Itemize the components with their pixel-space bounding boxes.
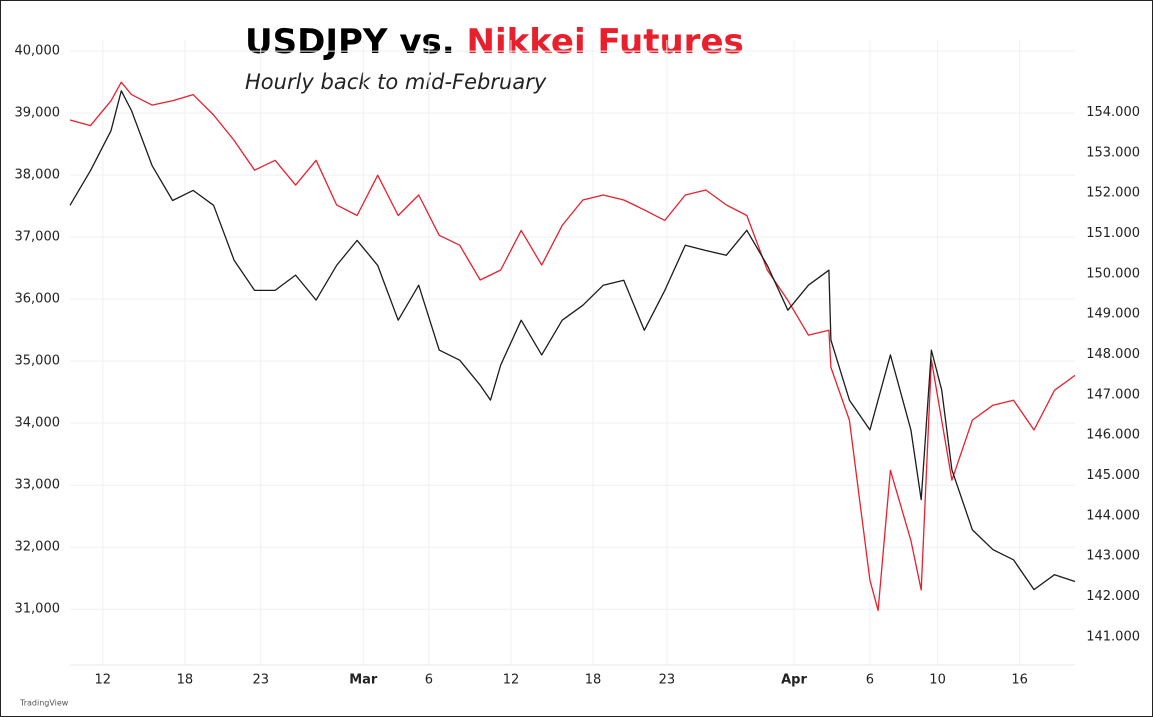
x-tick-label: Mar	[349, 673, 378, 688]
y2-tick-label: 141.000	[1086, 629, 1140, 644]
y2-tick-label: 149.000	[1086, 307, 1140, 322]
y2-tick-label: 148.000	[1086, 347, 1140, 362]
y2-tick-label: 145.000	[1086, 468, 1140, 483]
y2-tick-label: 153.000	[1086, 145, 1140, 160]
x-tick-label: 12	[503, 673, 520, 688]
x-tick-label: 18	[177, 673, 194, 688]
y-tick-label: 38,000	[15, 168, 61, 183]
title-part: Nikkei Futures	[467, 22, 744, 62]
chart-subtitle: Hourly back to mid-February	[245, 70, 547, 94]
y2-tick-label: 146.000	[1086, 428, 1140, 443]
series-line	[69, 81, 1076, 612]
x-tick-label: 23	[252, 673, 269, 688]
watermark: TradingView	[19, 699, 69, 708]
x-tick-label: 18	[585, 673, 602, 688]
x-tick-label: 12	[95, 673, 112, 688]
y-tick-label: 40,000	[15, 44, 61, 59]
y-tick-label: 36,000	[15, 292, 61, 307]
x-tick-label: 6	[425, 673, 433, 688]
x-tick-label: Apr	[781, 673, 807, 688]
y-tick-label: 35,000	[15, 354, 61, 369]
y2-tick-label: 144.000	[1086, 508, 1140, 523]
series-line	[69, 90, 1076, 591]
y2-tick-label: 147.000	[1086, 387, 1140, 402]
y-tick-label: 39,000	[15, 106, 61, 121]
y-tick-label: 37,000	[15, 230, 61, 245]
chart-title: USDJPY vs. Nikkei Futures	[245, 22, 744, 62]
y2-tick-label: 142.000	[1086, 589, 1140, 604]
y-tick-label: 34,000	[15, 416, 61, 431]
x-tick-label: 23	[659, 673, 676, 688]
y2-tick-label: 150.000	[1086, 266, 1140, 281]
y-tick-label: 33,000	[15, 478, 61, 493]
y-tick-label: 32,000	[15, 540, 61, 555]
y2-tick-label: 151.000	[1086, 226, 1140, 241]
x-tick-label: 16	[1011, 673, 1028, 688]
title-part: USDJPY vs.	[245, 22, 455, 62]
x-tick-label: 10	[929, 673, 946, 688]
y2-tick-label: 152.000	[1086, 186, 1140, 201]
y2-tick-label: 143.000	[1086, 549, 1140, 564]
y-tick-label: 31,000	[15, 602, 61, 617]
y2-tick-label: 154.000	[1086, 105, 1140, 120]
x-tick-label: 6	[866, 673, 874, 688]
